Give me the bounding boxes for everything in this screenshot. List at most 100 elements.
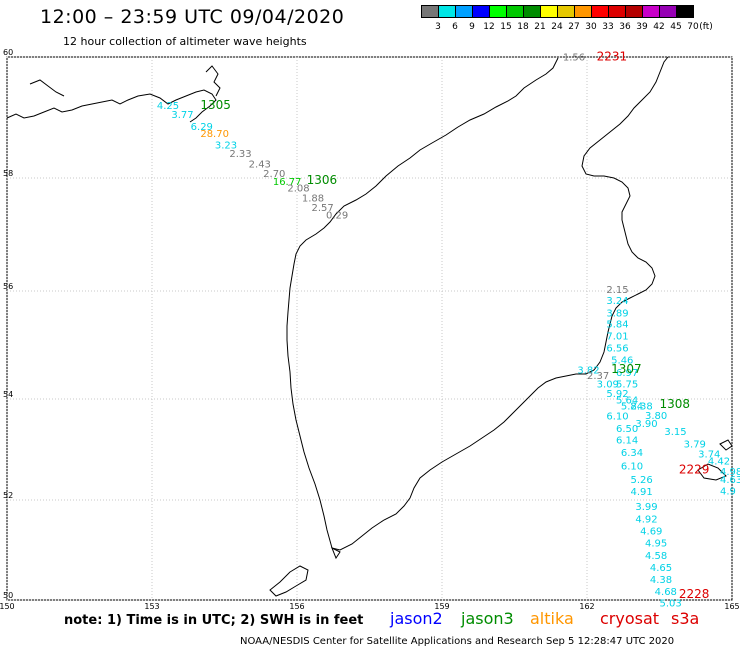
wave-height-value: 5.92 — [606, 389, 628, 400]
pass-number-label: 1305 — [200, 98, 231, 112]
paramushir-island — [269, 565, 309, 597]
wave-height-value: 3.90 — [635, 419, 657, 430]
wave-height-value: 5.64 — [616, 396, 638, 407]
pass-number-label: 1308 — [660, 397, 691, 411]
wave-height-value: 4.92 — [635, 515, 657, 526]
wave-height-value: 3.82 — [577, 366, 599, 377]
latitude-tick-label: 54 — [3, 390, 13, 399]
color-legend — [421, 5, 694, 18]
wave-height-value: 1.88 — [302, 194, 324, 205]
commander-islands-small — [719, 439, 733, 451]
credit-line: NOAA/NESDIS Center for Satellite Applica… — [240, 636, 675, 647]
wave-height-value: 3.79 — [684, 439, 706, 450]
legend-label: 9 — [469, 22, 475, 32]
wave-height-value: 2.57 — [312, 203, 334, 214]
wave-height-value: 4.69 — [640, 527, 662, 538]
wave-height-value: 2.33 — [229, 149, 251, 160]
wave-height-value: 4.63 — [720, 475, 740, 486]
kamchatka-coastline — [286, 56, 669, 551]
wave-height-value: 2.37 — [587, 371, 609, 382]
longitude-tick-label: 159 — [434, 602, 449, 611]
wave-height-value: 16.77 — [273, 177, 302, 188]
latitude-tick-label: 58 — [3, 169, 13, 178]
longitude-tick-label: 153 — [144, 602, 159, 611]
wave-height-value: 3.89 — [606, 308, 628, 319]
wave-height-value: 4.38 — [650, 575, 672, 586]
wave-height-value: 6.97 — [616, 368, 638, 379]
pass-labels: 1305 1306 1307 1308 2231 2229 2228 — [200, 50, 709, 601]
latitude-tick-label: 60 — [3, 48, 13, 57]
wave-height-value: 3.99 — [635, 502, 657, 513]
legend-label: 12 — [483, 22, 495, 32]
wave-height-value: 2.70 — [263, 169, 285, 180]
latitude-tick-label: 52 — [3, 491, 13, 500]
pass-number-label: 1306 — [307, 173, 338, 187]
pass-number-label: 1307 — [611, 362, 642, 376]
wave-height-value: 3.80 — [645, 411, 667, 422]
wave-height-value: 6.34 — [621, 448, 643, 459]
page-subtitle: 12 hour collection of altimeter wave hei… — [63, 35, 307, 48]
pass-number-label: 2229 — [679, 463, 710, 477]
wave-height-value: 3.09 — [597, 380, 619, 391]
coastlines — [6, 56, 733, 597]
legend-label: 21 — [534, 22, 546, 32]
wave-height-value: 3.24 — [606, 296, 628, 307]
okhotsk-coastline-inlet — [205, 65, 221, 97]
axis-labels: 150 153 156 159 162 165 50 52 54 56 58 60 — [0, 48, 740, 611]
wave-height-value: 3.77 — [171, 110, 193, 121]
legend-label: 30 — [585, 22, 597, 32]
shumshu-island — [331, 546, 341, 560]
satellite-label: cryosat — [600, 609, 660, 628]
legend-label: 6 — [452, 22, 458, 32]
wave-height-value: 3.74 — [698, 450, 720, 461]
longitude-tick-label: 156 — [289, 602, 304, 611]
longitude-tick-label: 150 — [0, 602, 15, 611]
wave-height-value: 4.91 — [631, 487, 653, 498]
wave-height-value: 4.58 — [645, 551, 667, 562]
map-frame — [6, 56, 733, 601]
latitude-tick-label: 56 — [3, 282, 13, 291]
wave-height-value: 6.29 — [191, 122, 213, 133]
map-gridlines — [6, 56, 733, 601]
wave-height-value: 2.38 — [631, 402, 653, 413]
wave-height-value: 4.42 — [708, 457, 730, 468]
pass-number-label: 2228 — [679, 587, 710, 601]
wave-height-value: 3.23 — [215, 140, 237, 151]
legend-label: 39 — [636, 22, 648, 32]
satellite-label: s3a — [671, 609, 700, 628]
legend-label: 36 — [619, 22, 631, 32]
wave-height-value: 5.46 — [611, 355, 633, 366]
wave-height-value: 3.15 — [664, 427, 686, 438]
longitude-tick-label: 165 — [724, 602, 739, 611]
satellite-label: jason2 — [390, 609, 443, 628]
legend-label: 18 — [517, 22, 529, 32]
wave-height-value: 0.29 — [326, 211, 348, 222]
page-title: 12:00 – 23:59 UTC 09/04/2020 — [40, 6, 345, 28]
satellite-label: altika — [530, 609, 574, 628]
okhotsk-coastline-inner — [29, 79, 65, 97]
wave-height-value: 2.43 — [249, 160, 271, 171]
legend-unit: (ft) — [699, 22, 713, 32]
wave-height-value: 4.68 — [655, 587, 677, 598]
legend-swatch — [676, 5, 694, 18]
wave-height-value: 6.10 — [621, 462, 643, 473]
legend-label: 45 — [670, 22, 682, 32]
wave-height-value: 4.98 — [720, 467, 740, 478]
wave-height-value: 2.15 — [606, 285, 628, 296]
wave-height-value: 6.56 — [606, 343, 628, 354]
wave-height-value: 5.26 — [631, 475, 653, 486]
legend-label: 24 — [551, 22, 563, 32]
satellite-label: jason3 — [461, 609, 514, 628]
wave-height-value: 7.01 — [606, 332, 628, 343]
wave-height-value: 6.14 — [616, 435, 638, 446]
commander-islands — [697, 463, 727, 481]
wave-height-value: 5.84 — [606, 320, 628, 331]
wave-height-value: 4.25 — [157, 101, 179, 112]
wave-height-value: 5.03 — [660, 599, 682, 610]
legend-label: 27 — [568, 22, 580, 32]
legend-label: 33 — [602, 22, 614, 32]
legend-label: 42 — [653, 22, 665, 32]
legend-label: 70 — [687, 22, 699, 32]
wave-height-value: 1.56 — [563, 53, 585, 64]
